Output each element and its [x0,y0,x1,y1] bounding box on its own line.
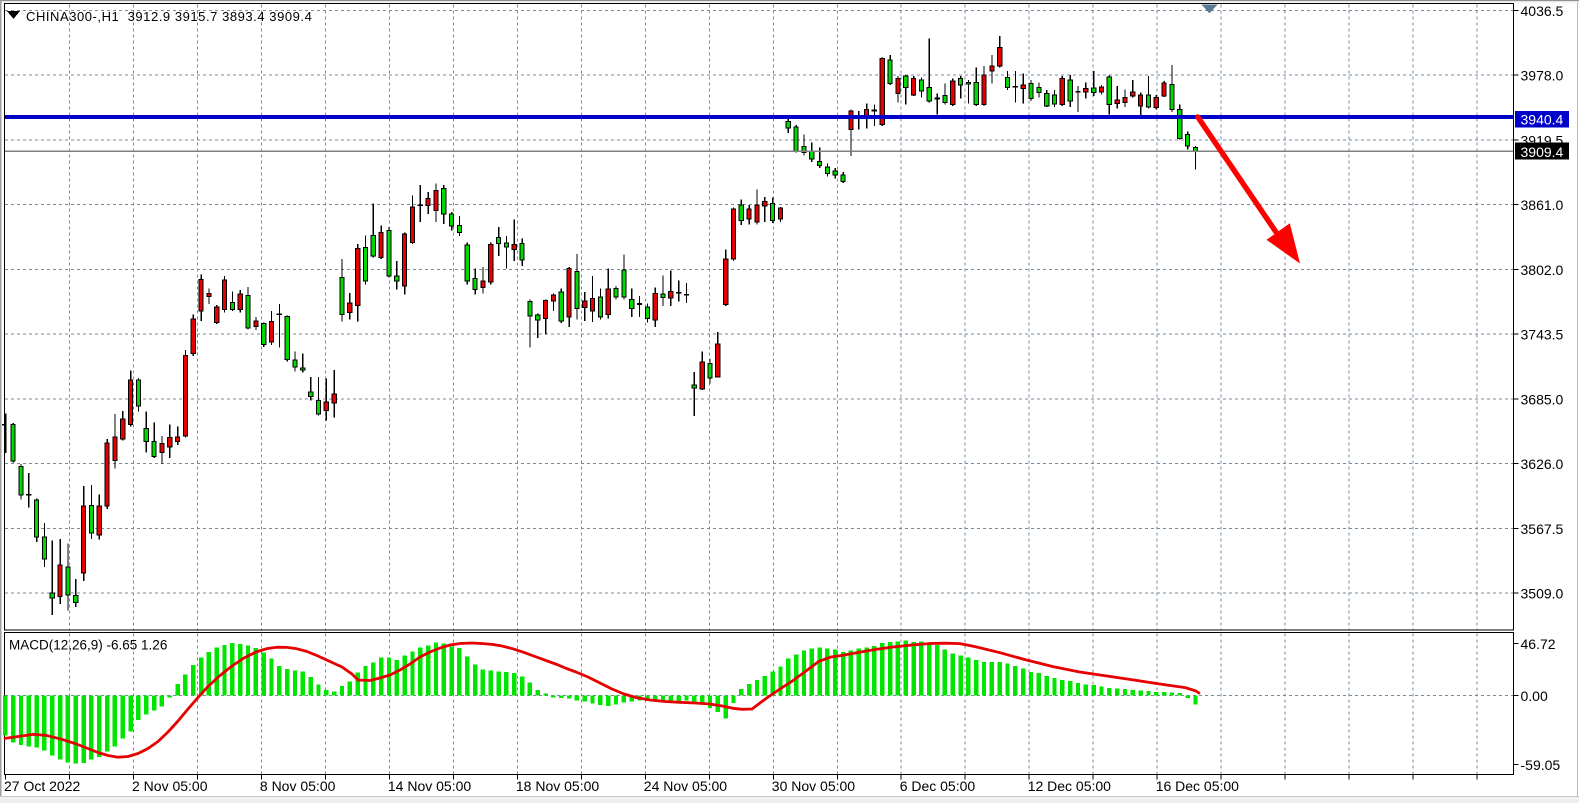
svg-text:3861.0: 3861.0 [1521,197,1564,213]
svg-text:30 Nov 05:00: 30 Nov 05:00 [772,778,855,794]
svg-text:27 Oct 2022: 27 Oct 2022 [4,778,80,794]
svg-text:CHINA300-,H1 3912.9 3915.7 38: CHINA300-,H1 3912.9 3915.7 3893.4 3909.4 [26,9,312,24]
svg-text:24 Nov 05:00: 24 Nov 05:00 [644,778,727,794]
svg-text:3743.5: 3743.5 [1521,327,1564,343]
svg-text:3509.0: 3509.0 [1521,586,1564,602]
svg-text:14 Nov 05:00: 14 Nov 05:00 [388,778,471,794]
svg-text:18 Nov 05:00: 18 Nov 05:00 [516,778,599,794]
svg-text:3685.0: 3685.0 [1521,392,1564,408]
svg-text:3802.0: 3802.0 [1521,262,1564,278]
svg-text:16 Dec 05:00: 16 Dec 05:00 [1156,778,1239,794]
svg-text:3626.0: 3626.0 [1521,456,1564,472]
svg-text:3978.0: 3978.0 [1521,68,1564,84]
svg-text:3940.4: 3940.4 [1521,112,1564,128]
svg-text:3909.4: 3909.4 [1521,144,1564,160]
svg-text:4036.5: 4036.5 [1521,3,1564,19]
svg-text:-59.05: -59.05 [1521,757,1561,773]
svg-text:12 Dec 05:00: 12 Dec 05:00 [1028,778,1111,794]
svg-text:2 Nov 05:00: 2 Nov 05:00 [132,778,208,794]
svg-text:46.72: 46.72 [1521,636,1556,652]
svg-text:3567.5: 3567.5 [1521,521,1564,537]
svg-text:0.00: 0.00 [1521,688,1548,704]
svg-text:6 Dec 05:00: 6 Dec 05:00 [900,778,976,794]
svg-text:8 Nov 05:00: 8 Nov 05:00 [260,778,336,794]
svg-text:MACD(12,26,9) -6.65 1.26: MACD(12,26,9) -6.65 1.26 [9,638,167,653]
